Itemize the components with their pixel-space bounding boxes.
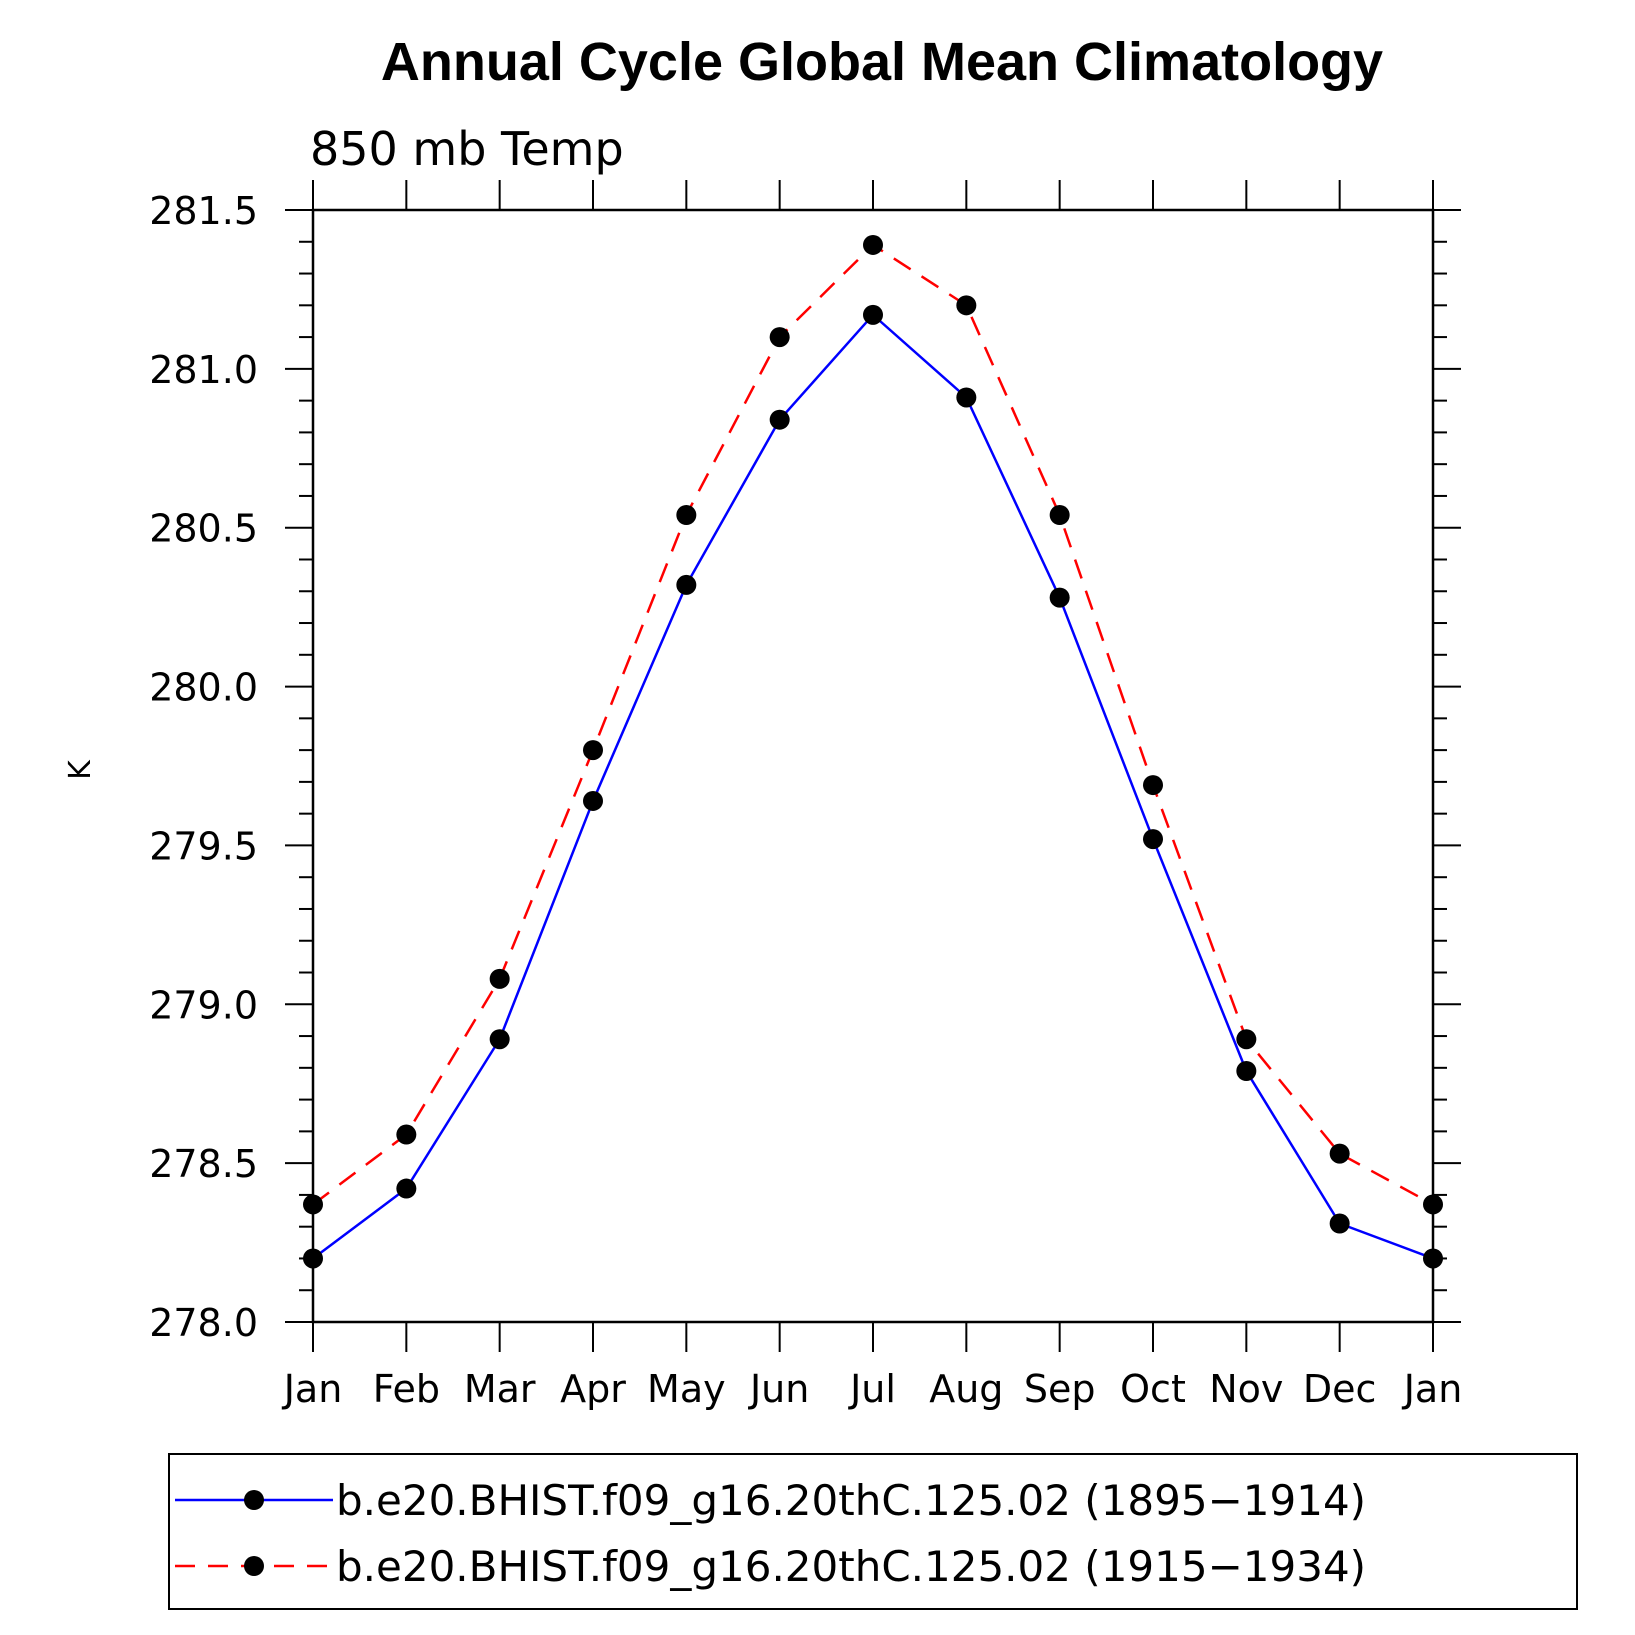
y-tick-label: 280.0 (149, 666, 258, 710)
data-point-series-2 (676, 505, 697, 526)
series-layer (303, 234, 1443, 1269)
data-point-series-2 (489, 968, 510, 989)
y-tick-label: 278.0 (149, 1301, 258, 1345)
data-point-series-1 (676, 574, 697, 595)
data-point-series-1 (1236, 1061, 1257, 1082)
y-tick-label: 279.5 (149, 824, 258, 868)
data-point-series-2 (1143, 775, 1163, 796)
axis-ticks (285, 180, 1461, 1352)
chart-title: Annual Cycle Global Mean Climatology (381, 32, 1383, 92)
x-tick-label: Apr (560, 1367, 626, 1411)
x-tick-label: Jan (282, 1367, 343, 1411)
data-point-series-1 (1329, 1213, 1350, 1234)
plot-frame (311, 208, 1435, 1324)
data-point-series-1 (583, 790, 603, 811)
data-point-series-1 (489, 1029, 510, 1050)
y-tick-label: 279.0 (149, 983, 258, 1027)
x-tick-label: Jan (1402, 1367, 1463, 1411)
data-point-series-2 (396, 1124, 417, 1145)
x-tick-label: May (647, 1367, 726, 1411)
series-line-1 (312, 313, 1434, 1260)
legend-marker-series-2 (244, 1556, 264, 1576)
data-point-series-2 (1236, 1029, 1257, 1050)
data-point-series-2 (583, 740, 603, 761)
y-tick-label: 281.5 (149, 189, 258, 233)
data-point-series-1 (956, 387, 977, 408)
x-tick-label: Feb (373, 1367, 440, 1411)
x-tick-labels: Jan Feb Mar Apr May Jun Jul Aug Sep Oct Nov Dec Jan (282, 1367, 1463, 1411)
legend-box (168, 1453, 1578, 1610)
data-point-series-2 (863, 234, 883, 255)
data-point-series-2 (1049, 505, 1070, 526)
data-point-series-1 (1049, 587, 1070, 608)
y-tick-labels: 278.0 278.5 279.0 279.5 280.0 280.5 281.0 281.5 (149, 189, 258, 1345)
data-point-series-2 (769, 327, 790, 348)
legend-label-series-1: b.e20.BHIST.f09_g16.20thC.125.02 (1895−1… (336, 1476, 1366, 1525)
x-tick-label: Nov (1209, 1367, 1283, 1411)
x-tick-label: Sep (1024, 1367, 1096, 1411)
x-tick-label: Dec (1303, 1367, 1377, 1411)
data-point-series-1 (1143, 829, 1163, 850)
data-point-series-1 (396, 1178, 417, 1199)
x-tick-label: Aug (929, 1367, 1003, 1411)
data-point-series-2 (956, 295, 977, 316)
y-tick-label: 280.5 (149, 507, 258, 551)
x-tick-label: Mar (464, 1367, 536, 1411)
series-line-2 (312, 243, 1434, 1206)
y-tick-label: 281.0 (149, 348, 258, 392)
data-point-series-1 (863, 304, 883, 325)
legend-marker-series-1 (244, 1490, 264, 1510)
data-point-series-2 (1329, 1143, 1350, 1164)
legend: b.e20.BHIST.f09_g16.20thC.125.02 (1895−1… (168, 1453, 1578, 1610)
x-tick-label: Jul (848, 1367, 896, 1411)
y-axis-label: K (63, 759, 98, 780)
x-tick-label: Oct (1120, 1367, 1186, 1411)
legend-label-series-2: b.e20.BHIST.f09_g16.20thC.125.02 (1915−1… (336, 1542, 1366, 1591)
data-point-series-1 (769, 409, 790, 430)
chart-subtitle: 850 mb Temp (310, 122, 624, 176)
y-tick-label: 278.5 (149, 1142, 258, 1186)
x-tick-label: Jun (748, 1367, 809, 1411)
